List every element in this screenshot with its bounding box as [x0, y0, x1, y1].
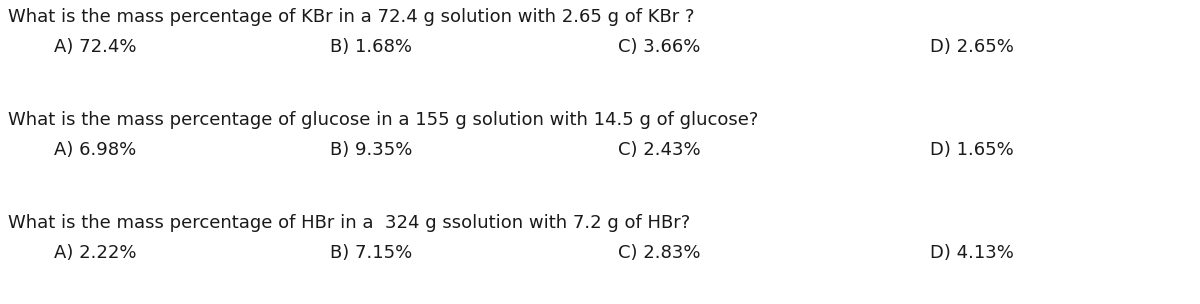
Text: What is the mass percentage of HBr in a  324 g ssolution with 7.2 g of HBr?: What is the mass percentage of HBr in a … [8, 214, 691, 232]
Text: A) 72.4%: A) 72.4% [54, 38, 137, 56]
Text: D) 1.65%: D) 1.65% [930, 141, 1014, 159]
Text: A) 2.22%: A) 2.22% [54, 244, 137, 262]
Text: C) 2.83%: C) 2.83% [618, 244, 701, 262]
Text: What is the mass percentage of KBr in a 72.4 g solution with 2.65 g of KBr ?: What is the mass percentage of KBr in a … [8, 8, 695, 26]
Text: D) 4.13%: D) 4.13% [930, 244, 1014, 262]
Text: B) 7.15%: B) 7.15% [330, 244, 413, 262]
Text: C) 2.43%: C) 2.43% [618, 141, 701, 159]
Text: D) 2.65%: D) 2.65% [930, 38, 1014, 56]
Text: What is the mass percentage of glucose in a 155 g solution with 14.5 g of glucos: What is the mass percentage of glucose i… [8, 111, 758, 129]
Text: B) 1.68%: B) 1.68% [330, 38, 412, 56]
Text: A) 6.98%: A) 6.98% [54, 141, 137, 159]
Text: C) 3.66%: C) 3.66% [618, 38, 701, 56]
Text: B) 9.35%: B) 9.35% [330, 141, 413, 159]
